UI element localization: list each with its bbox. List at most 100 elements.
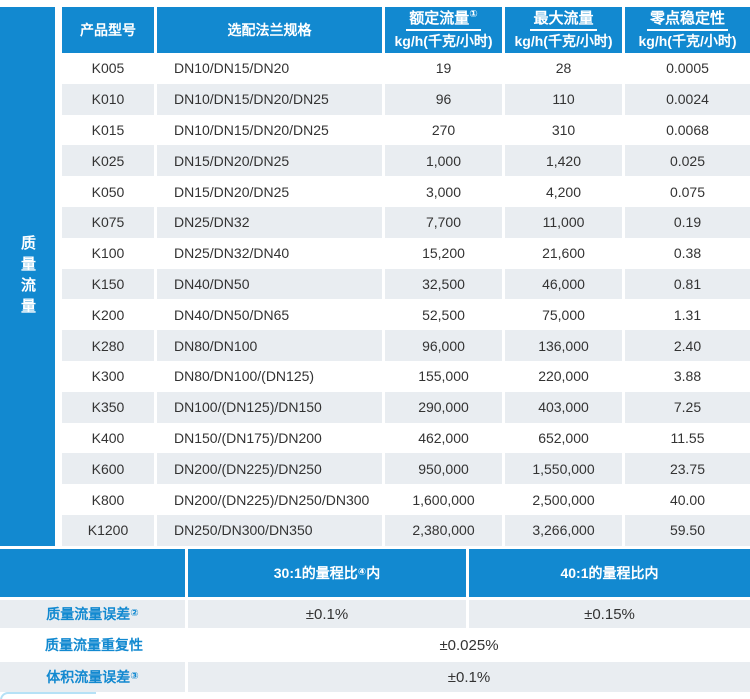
cell-product-model: K100	[62, 237, 157, 269]
cell-max-flow: 11,000	[505, 206, 625, 238]
cell-flange-spec: DN150/(DN175)/DN200	[157, 422, 385, 454]
cell-product-model: K600	[62, 453, 157, 485]
cell-flange-spec: DN15/DN20/DN25	[157, 176, 385, 207]
cell-max-flow: 2,500,000	[505, 484, 625, 515]
cell-rated-flow: 96	[385, 83, 505, 115]
cell-flange-spec: DN25/DN32	[157, 206, 385, 238]
cell-zero-stability: 3.88	[625, 360, 750, 392]
spec-table: 产品型号 选配法兰规格 额定流量① kg/h(千克/小时) 最大流量 kg/h(…	[62, 7, 750, 546]
cell-product-model: K005	[62, 53, 157, 84]
cell-rated-flow: 15,200	[385, 237, 505, 269]
table-row: K200 DN40/DN50/DN65 52,500 75,000 1.31	[62, 299, 750, 331]
cell-rated-flow: 2,380,000	[385, 514, 505, 546]
cell-rated-flow: 19	[385, 53, 505, 84]
cell-product-model: K050	[62, 176, 157, 207]
table-row: K350 DN100/(DN125)/DN150 290,000 403,000…	[62, 391, 750, 423]
cell-flange-spec: DN15/DN20/DN25	[157, 145, 385, 177]
range-30-label-suffix: 内	[366, 565, 381, 581]
cell-flange-spec: DN200/(DN225)/DN250	[157, 453, 385, 485]
category-label-text: 质量流量	[19, 234, 36, 319]
cell-flange-spec: DN10/DN15/DN20/DN25	[157, 114, 385, 146]
cell-max-flow: 310	[505, 114, 625, 146]
table-row: K300 DN80/DN100/(DN125) 155,000 220,000 …	[62, 360, 750, 392]
table-row: K1200 DN250/DN300/DN350 2,380,000 3,266,…	[62, 514, 750, 546]
spec-table-header: 产品型号 选配法兰规格 额定流量① kg/h(千克/小时) 最大流量 kg/h(…	[62, 7, 750, 53]
cell-product-model: K075	[62, 206, 157, 238]
table-row: K005 DN10/DN15/DN20 19 28 0.0005	[62, 53, 750, 84]
cell-rated-flow: 1,600,000	[385, 484, 505, 515]
mass-flow-error-label-cell: 质量流量误差 ②	[0, 600, 188, 628]
cell-zero-stability: 7.25	[625, 391, 750, 423]
cell-product-model: K350	[62, 391, 157, 423]
spec-table-body: K005 DN10/DN15/DN20 19 28 0.0005 K010 DN…	[62, 53, 750, 546]
cell-zero-stability: 1.31	[625, 299, 750, 331]
cell-rated-flow: 3,000	[385, 176, 505, 207]
cell-rated-flow: 7,700	[385, 206, 505, 238]
cell-product-model: K400	[62, 422, 157, 454]
cell-product-model: K025	[62, 145, 157, 177]
cell-max-flow: 403,000	[505, 391, 625, 423]
table-row: K800 DN200/(DN225)/DN250/DN300 1,600,000…	[62, 484, 750, 515]
cell-flange-spec: DN10/DN15/DN20/DN25	[157, 83, 385, 115]
table-row: K075 DN25/DN32 7,700 11,000 0.19	[62, 206, 750, 238]
header-max-flow-unit: kg/h(千克/小时)	[514, 33, 613, 50]
cell-rated-flow: 96,000	[385, 330, 505, 361]
cell-max-flow: 136,000	[505, 330, 625, 361]
cell-max-flow: 1,550,000	[505, 453, 625, 485]
decorative-corner-arc	[0, 692, 96, 699]
mass-flow-repeatability-label-cell: 质量流量重复性	[0, 630, 188, 660]
mass-flow-error-30-value: ±0.1%	[188, 600, 469, 628]
volume-flow-error-row: 体积流量误差 ③ ±0.1%	[0, 662, 750, 692]
cell-product-model: K200	[62, 299, 157, 331]
volume-flow-error-label-cell: 体积流量误差 ③	[0, 662, 188, 692]
table-row: K010 DN10/DN15/DN20/DN25 96 110 0.0024	[62, 83, 750, 115]
cell-zero-stability: 11.55	[625, 422, 750, 454]
header-max-flow-title: 最大流量	[530, 10, 597, 32]
cell-product-model: K280	[62, 330, 157, 361]
cell-rated-flow: 290,000	[385, 391, 505, 423]
cell-rated-flow: 1,000	[385, 145, 505, 177]
header-rated-flow: 额定流量① kg/h(千克/小时)	[385, 7, 505, 53]
cell-flange-spec: DN250/DN300/DN350	[157, 514, 385, 546]
mass-flow-repeatability-row: 质量流量重复性 ±0.025%	[0, 630, 750, 660]
cell-max-flow: 28	[505, 53, 625, 84]
table-row: K150 DN40/DN50 32,500 46,000 0.81	[62, 268, 750, 300]
cell-zero-stability: 0.0024	[625, 83, 750, 115]
mass-flow-repeatability-value: ±0.025%	[439, 636, 499, 654]
cell-zero-stability: 0.38	[625, 237, 750, 269]
table-row: K050 DN15/DN20/DN25 3,000 4,200 0.075	[62, 176, 750, 207]
cell-max-flow: 4,200	[505, 176, 625, 207]
mass-flow-error-40-value: ±0.15%	[469, 600, 750, 628]
cell-flange-spec: DN100/(DN125)/DN150	[157, 391, 385, 423]
cell-zero-stability: 2.40	[625, 330, 750, 361]
volume-flow-error-value: ±0.1%	[188, 662, 750, 692]
cell-max-flow: 3,266,000	[505, 514, 625, 546]
header-flange-spec: 选配法兰规格	[157, 7, 385, 53]
cell-zero-stability: 0.0005	[625, 53, 750, 84]
accuracy-header-range-30: 30:1的量程比 ④ 内	[188, 549, 469, 597]
header-max-flow: 最大流量 kg/h(千克/小时)	[505, 7, 625, 53]
cell-max-flow: 652,000	[505, 422, 625, 454]
cell-flange-spec: DN40/DN50	[157, 268, 385, 300]
cell-zero-stability: 0.0068	[625, 114, 750, 146]
cell-zero-stability: 59.50	[625, 514, 750, 546]
footnote-1-marker: ①	[469, 8, 478, 20]
table-row: K280 DN80/DN100 96,000 136,000 2.40	[62, 330, 750, 361]
cell-max-flow: 46,000	[505, 268, 625, 300]
cell-rated-flow: 52,500	[385, 299, 505, 331]
cell-rated-flow: 950,000	[385, 453, 505, 485]
cell-max-flow: 1,420	[505, 145, 625, 177]
cell-zero-stability: 0.19	[625, 206, 750, 238]
cell-flange-spec: DN80/DN100	[157, 330, 385, 361]
header-zero-stability-unit: kg/h(千克/小时)	[638, 33, 737, 50]
header-rated-flow-title: 额定流量①	[406, 8, 481, 32]
cell-zero-stability: 23.75	[625, 453, 750, 485]
cell-rated-flow: 155,000	[385, 360, 505, 392]
range-30-label: 30:1的量程比	[273, 565, 358, 581]
cell-flange-spec: DN10/DN15/DN20	[157, 53, 385, 84]
accuracy-header-spacer	[0, 549, 188, 597]
cell-product-model: K1200	[62, 514, 157, 546]
cell-rated-flow: 462,000	[385, 422, 505, 454]
table-row: K400 DN150/(DN175)/DN200 462,000 652,000…	[62, 422, 750, 454]
